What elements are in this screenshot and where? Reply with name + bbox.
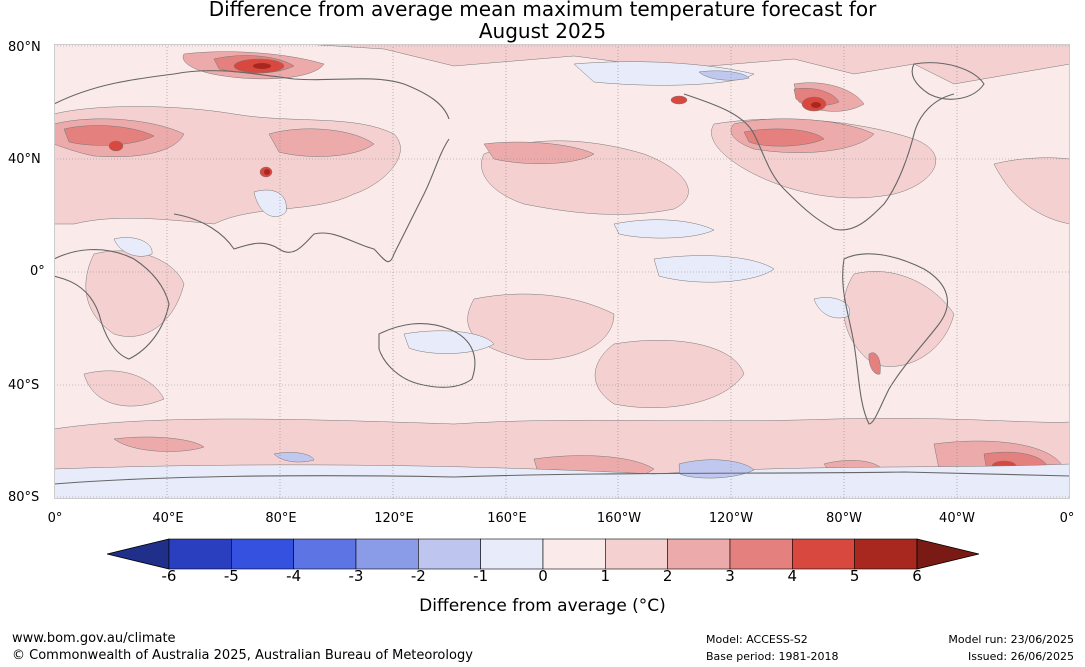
colorbar xyxy=(106,538,980,570)
colorbar-tick-label: -3 xyxy=(348,567,364,585)
lat-label-equator: 0° xyxy=(30,264,45,279)
map-title-line-1: Difference from average mean maximum tem… xyxy=(208,0,877,21)
colorbar-swatch--5-to--4 xyxy=(231,538,294,570)
footer-issued: Issued: 26/06/2025 xyxy=(967,650,1074,663)
colorbar-swatch-4-to-5 xyxy=(792,538,855,570)
lon-label-80e: 80°E xyxy=(265,511,297,526)
footer-base-period: Base period: 1981-2018 xyxy=(706,650,839,663)
greenland-coastline xyxy=(911,62,985,100)
colorbar-tick-label: -1 xyxy=(473,567,489,585)
colorbar-tick-label: 3 xyxy=(725,567,735,585)
colorbar-tick-label: 5 xyxy=(849,567,860,585)
lon-label-0-east: 0° xyxy=(1059,511,1075,526)
map-title-line-2: August 2025 xyxy=(478,19,607,43)
colorbar-swatch--6-to--5 xyxy=(168,538,232,570)
lon-label-120e: 120°E xyxy=(374,511,414,526)
colorbar-tick-label: -2 xyxy=(410,567,426,585)
colorbar-swatch-0-to-1 xyxy=(542,538,606,570)
africa-coastline xyxy=(54,249,170,360)
lon-label-80w: 80°W xyxy=(826,511,862,526)
south-america-coastline xyxy=(842,253,948,425)
coastlines xyxy=(54,62,1070,485)
colorbar-swatch--2-to--1 xyxy=(418,538,481,570)
antarctica-coastline xyxy=(54,471,1070,485)
asia-south-coastline xyxy=(173,138,450,263)
colorbar-swatch--4-to--3 xyxy=(293,538,357,570)
colorbar-tick-label: -6 xyxy=(161,567,177,585)
lon-label-160w: 160°W xyxy=(596,511,642,526)
colorbar-swatch--1-to-0 xyxy=(480,538,544,570)
lat-label-80s: 80°S xyxy=(8,490,40,505)
colorbar-label: Difference from average (°C) xyxy=(419,596,666,616)
colorbar-swatch-3-to-4 xyxy=(729,538,793,570)
lat-label-80n: 80°N xyxy=(8,40,41,55)
colorbar-swatch--3-to--2 xyxy=(355,538,419,570)
lon-label-0: 0° xyxy=(47,511,63,526)
colorbar-tick-label: 2 xyxy=(662,567,673,585)
colorbar-arrow-low xyxy=(106,538,170,570)
map-frame xyxy=(54,44,1070,499)
colorbar-swatch-2-to-3 xyxy=(667,538,731,570)
colorbar-arrow-high xyxy=(916,538,980,570)
lon-label-40e: 40°E xyxy=(152,511,184,526)
footer-model: Model: ACCESS-S2 xyxy=(706,633,808,646)
colorbar-svg xyxy=(106,538,980,570)
lat-label-40s: 40°S xyxy=(8,378,40,393)
colorbar-swatch-5-to-6 xyxy=(854,538,918,570)
lon-label-160e: 160°E xyxy=(487,511,527,526)
north-america-coastline xyxy=(683,93,955,231)
anomaly-map-svg xyxy=(54,44,1070,499)
footer-model-run: Model run: 23/06/2025 xyxy=(948,633,1074,646)
colorbar-tick-label: -5 xyxy=(223,567,239,585)
colorbar-swatch-1-to-2 xyxy=(605,538,668,570)
lon-label-120w: 120°W xyxy=(708,511,754,526)
colorbar-tick-label: 4 xyxy=(787,567,798,585)
australia-coastline xyxy=(378,323,476,388)
graticule xyxy=(54,44,1070,499)
colorbar-tick-label: 0 xyxy=(538,567,548,585)
colorbar-tick-label: 6 xyxy=(912,567,922,585)
lat-label-40n: 40°N xyxy=(8,152,41,167)
lon-label-40w: 40°W xyxy=(939,511,975,526)
footer-copyright: © Commonwealth of Australia 2025, Austra… xyxy=(12,648,473,663)
anomaly-region-5-6 xyxy=(253,63,821,175)
colorbar-tick-label: 1 xyxy=(600,567,611,585)
anomaly-map xyxy=(54,44,1070,499)
eurasia-north-coastline xyxy=(54,70,450,120)
footer-url: www.bom.gov.au/climate xyxy=(12,631,176,646)
colorbar-tick-label: -4 xyxy=(286,567,302,585)
